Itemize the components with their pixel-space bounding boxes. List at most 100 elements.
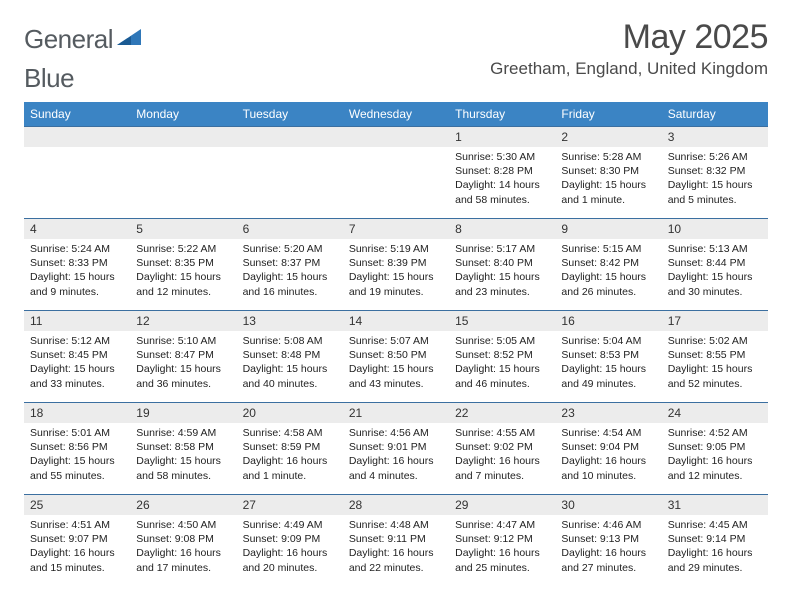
day-detail: Sunrise: 5:24 AMSunset: 8:33 PMDaylight:… xyxy=(24,239,130,301)
day-number: 7 xyxy=(343,219,449,239)
calendar-day: 12Sunrise: 5:10 AMSunset: 8:47 PMDayligh… xyxy=(130,311,236,403)
calendar-day: 2Sunrise: 5:28 AMSunset: 8:30 PMDaylight… xyxy=(555,127,661,219)
day-detail: Sunrise: 5:01 AMSunset: 8:56 PMDaylight:… xyxy=(24,423,130,485)
calendar-day: 14Sunrise: 5:07 AMSunset: 8:50 PMDayligh… xyxy=(343,311,449,403)
calendar-day: 6Sunrise: 5:20 AMSunset: 8:37 PMDaylight… xyxy=(237,219,343,311)
calendar-day: 20Sunrise: 4:58 AMSunset: 8:59 PMDayligh… xyxy=(237,403,343,495)
calendar-day: 23Sunrise: 4:54 AMSunset: 9:04 PMDayligh… xyxy=(555,403,661,495)
day-detail: Sunrise: 4:51 AMSunset: 9:07 PMDaylight:… xyxy=(24,515,130,577)
day-number: 11 xyxy=(24,311,130,331)
day-number: 3 xyxy=(662,127,768,147)
day-detail: Sunrise: 5:13 AMSunset: 8:44 PMDaylight:… xyxy=(662,239,768,301)
day-number: 18 xyxy=(24,403,130,423)
calendar-week: 4Sunrise: 5:24 AMSunset: 8:33 PMDaylight… xyxy=(24,219,768,311)
day-detail: Sunrise: 5:12 AMSunset: 8:45 PMDaylight:… xyxy=(24,331,130,393)
day-detail: Sunrise: 5:02 AMSunset: 8:55 PMDaylight:… xyxy=(662,331,768,393)
calendar-day: 30Sunrise: 4:46 AMSunset: 9:13 PMDayligh… xyxy=(555,495,661,587)
day-number: 29 xyxy=(449,495,555,515)
brand-word2: Blue xyxy=(24,63,74,94)
calendar-day: 3Sunrise: 5:26 AMSunset: 8:32 PMDaylight… xyxy=(662,127,768,219)
calendar-day: 28Sunrise: 4:48 AMSunset: 9:11 PMDayligh… xyxy=(343,495,449,587)
calendar-day: 17Sunrise: 5:02 AMSunset: 8:55 PMDayligh… xyxy=(662,311,768,403)
day-header: Wednesday xyxy=(343,102,449,127)
day-number: 20 xyxy=(237,403,343,423)
day-number: 21 xyxy=(343,403,449,423)
calendar-day xyxy=(130,127,236,219)
day-number: 4 xyxy=(24,219,130,239)
day-detail: Sunrise: 4:48 AMSunset: 9:11 PMDaylight:… xyxy=(343,515,449,577)
day-number: 10 xyxy=(662,219,768,239)
day-detail: Sunrise: 5:08 AMSunset: 8:48 PMDaylight:… xyxy=(237,331,343,393)
day-number: 2 xyxy=(555,127,661,147)
day-number: 25 xyxy=(24,495,130,515)
day-header: Thursday xyxy=(449,102,555,127)
day-detail: Sunrise: 5:20 AMSunset: 8:37 PMDaylight:… xyxy=(237,239,343,301)
day-detail: Sunrise: 4:55 AMSunset: 9:02 PMDaylight:… xyxy=(449,423,555,485)
day-detail: Sunrise: 4:45 AMSunset: 9:14 PMDaylight:… xyxy=(662,515,768,577)
day-number: 27 xyxy=(237,495,343,515)
calendar-day: 24Sunrise: 4:52 AMSunset: 9:05 PMDayligh… xyxy=(662,403,768,495)
day-number: 26 xyxy=(130,495,236,515)
location-text: Greetham, England, United Kingdom xyxy=(490,59,768,79)
brand-logo: General xyxy=(24,24,143,55)
day-number: 19 xyxy=(130,403,236,423)
day-detail: Sunrise: 5:30 AMSunset: 8:28 PMDaylight:… xyxy=(449,147,555,209)
day-header: Sunday xyxy=(24,102,130,127)
day-number: 30 xyxy=(555,495,661,515)
day-detail: Sunrise: 4:59 AMSunset: 8:58 PMDaylight:… xyxy=(130,423,236,485)
day-header: Friday xyxy=(555,102,661,127)
calendar-day: 18Sunrise: 5:01 AMSunset: 8:56 PMDayligh… xyxy=(24,403,130,495)
day-detail: Sunrise: 5:28 AMSunset: 8:30 PMDaylight:… xyxy=(555,147,661,209)
day-number: 15 xyxy=(449,311,555,331)
day-detail: Sunrise: 5:17 AMSunset: 8:40 PMDaylight:… xyxy=(449,239,555,301)
day-detail: Sunrise: 4:50 AMSunset: 9:08 PMDaylight:… xyxy=(130,515,236,577)
day-number: 14 xyxy=(343,311,449,331)
calendar-day: 27Sunrise: 4:49 AMSunset: 9:09 PMDayligh… xyxy=(237,495,343,587)
calendar-day: 25Sunrise: 4:51 AMSunset: 9:07 PMDayligh… xyxy=(24,495,130,587)
calendar-day: 8Sunrise: 5:17 AMSunset: 8:40 PMDaylight… xyxy=(449,219,555,311)
day-header: Monday xyxy=(130,102,236,127)
day-header-row: SundayMondayTuesdayWednesdayThursdayFrid… xyxy=(24,102,768,127)
day-detail: Sunrise: 5:05 AMSunset: 8:52 PMDaylight:… xyxy=(449,331,555,393)
calendar-day: 13Sunrise: 5:08 AMSunset: 8:48 PMDayligh… xyxy=(237,311,343,403)
day-detail: Sunrise: 5:04 AMSunset: 8:53 PMDaylight:… xyxy=(555,331,661,393)
day-number: 9 xyxy=(555,219,661,239)
day-number: 28 xyxy=(343,495,449,515)
day-detail: Sunrise: 4:47 AMSunset: 9:12 PMDaylight:… xyxy=(449,515,555,577)
calendar-day xyxy=(343,127,449,219)
calendar-day: 1Sunrise: 5:30 AMSunset: 8:28 PMDaylight… xyxy=(449,127,555,219)
day-detail: Sunrise: 5:15 AMSunset: 8:42 PMDaylight:… xyxy=(555,239,661,301)
day-number: 1 xyxy=(449,127,555,147)
day-number: 31 xyxy=(662,495,768,515)
day-number: 13 xyxy=(237,311,343,331)
day-number: 24 xyxy=(662,403,768,423)
calendar-week: 18Sunrise: 5:01 AMSunset: 8:56 PMDayligh… xyxy=(24,403,768,495)
calendar-day: 19Sunrise: 4:59 AMSunset: 8:58 PMDayligh… xyxy=(130,403,236,495)
day-detail: Sunrise: 4:52 AMSunset: 9:05 PMDaylight:… xyxy=(662,423,768,485)
calendar-day xyxy=(24,127,130,219)
calendar-week: 1Sunrise: 5:30 AMSunset: 8:28 PMDaylight… xyxy=(24,127,768,219)
calendar-day: 29Sunrise: 4:47 AMSunset: 9:12 PMDayligh… xyxy=(449,495,555,587)
day-header: Tuesday xyxy=(237,102,343,127)
calendar-day: 26Sunrise: 4:50 AMSunset: 9:08 PMDayligh… xyxy=(130,495,236,587)
day-number: 5 xyxy=(130,219,236,239)
calendar-day: 10Sunrise: 5:13 AMSunset: 8:44 PMDayligh… xyxy=(662,219,768,311)
brand-word1: General xyxy=(24,24,113,55)
page-title: May 2025 xyxy=(490,18,768,57)
day-number: 8 xyxy=(449,219,555,239)
day-detail: Sunrise: 4:49 AMSunset: 9:09 PMDaylight:… xyxy=(237,515,343,577)
day-detail: Sunrise: 5:07 AMSunset: 8:50 PMDaylight:… xyxy=(343,331,449,393)
calendar-day: 5Sunrise: 5:22 AMSunset: 8:35 PMDaylight… xyxy=(130,219,236,311)
calendar-day xyxy=(237,127,343,219)
day-number: 23 xyxy=(555,403,661,423)
calendar-day: 9Sunrise: 5:15 AMSunset: 8:42 PMDaylight… xyxy=(555,219,661,311)
calendar-day: 16Sunrise: 5:04 AMSunset: 8:53 PMDayligh… xyxy=(555,311,661,403)
day-number: 16 xyxy=(555,311,661,331)
brand-triangle-icon xyxy=(117,27,141,52)
calendar-day: 21Sunrise: 4:56 AMSunset: 9:01 PMDayligh… xyxy=(343,403,449,495)
calendar-week: 25Sunrise: 4:51 AMSunset: 9:07 PMDayligh… xyxy=(24,495,768,587)
calendar-day: 22Sunrise: 4:55 AMSunset: 9:02 PMDayligh… xyxy=(449,403,555,495)
day-detail: Sunrise: 5:19 AMSunset: 8:39 PMDaylight:… xyxy=(343,239,449,301)
calendar-day: 15Sunrise: 5:05 AMSunset: 8:52 PMDayligh… xyxy=(449,311,555,403)
day-detail: Sunrise: 5:10 AMSunset: 8:47 PMDaylight:… xyxy=(130,331,236,393)
